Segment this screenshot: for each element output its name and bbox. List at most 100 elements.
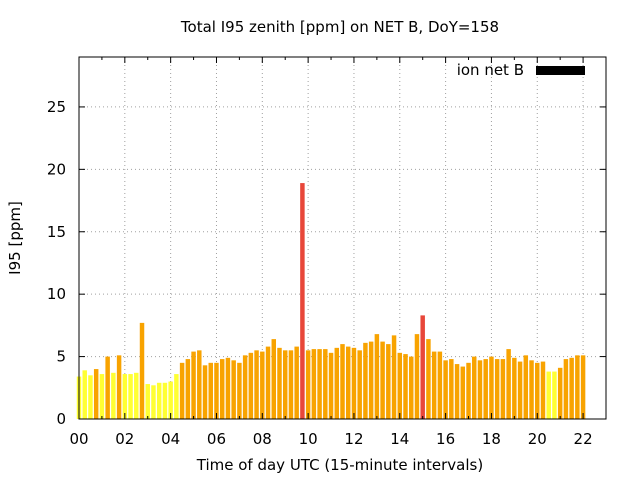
bar xyxy=(105,356,110,419)
bar xyxy=(162,382,168,419)
y-tick-labels: 0 5 10 15 20 25 xyxy=(47,98,66,428)
bar xyxy=(134,372,139,419)
bar xyxy=(454,364,460,419)
bars xyxy=(76,183,586,419)
bar xyxy=(380,341,385,419)
bar xyxy=(185,359,191,419)
bar xyxy=(179,362,185,419)
bar xyxy=(231,360,236,419)
bar xyxy=(386,344,391,419)
bar xyxy=(145,384,150,419)
bar xyxy=(523,355,529,419)
bar xyxy=(363,342,368,419)
x-tick-label: 00 xyxy=(69,430,88,448)
bar xyxy=(443,360,448,419)
bar xyxy=(563,359,569,419)
bar xyxy=(197,350,202,419)
bar xyxy=(191,351,196,419)
x-tick-label: 06 xyxy=(207,430,226,448)
bar xyxy=(397,352,403,419)
bar xyxy=(174,374,179,419)
bar xyxy=(88,375,93,419)
bar xyxy=(483,359,488,419)
bar xyxy=(156,382,162,419)
bar xyxy=(128,374,133,419)
bar xyxy=(99,374,105,419)
bar xyxy=(340,344,345,419)
x-tick-label: 18 xyxy=(482,430,501,448)
bar xyxy=(260,351,265,419)
x-tick-label: 16 xyxy=(436,430,455,448)
bar xyxy=(517,361,523,419)
bar xyxy=(477,360,483,419)
bar xyxy=(334,347,340,419)
bar xyxy=(512,357,517,419)
bar xyxy=(208,362,213,419)
bar xyxy=(311,349,317,419)
bar xyxy=(535,362,540,419)
bar xyxy=(237,362,242,419)
bar xyxy=(414,334,420,419)
y-tick-label: 10 xyxy=(47,285,66,303)
x-tick-label: 20 xyxy=(528,430,547,448)
bar xyxy=(111,372,116,419)
bar xyxy=(116,355,122,419)
x-tick-label: 02 xyxy=(115,430,134,448)
bar xyxy=(294,346,299,419)
y-tick-label: 25 xyxy=(47,98,66,116)
plot-frame xyxy=(78,56,607,420)
bar xyxy=(345,346,351,419)
bar xyxy=(225,357,231,419)
bar xyxy=(426,339,431,419)
bar xyxy=(431,351,437,419)
bar xyxy=(489,356,494,419)
x-tick-label: 10 xyxy=(299,430,318,448)
bar xyxy=(357,350,362,419)
y-tick-label: 0 xyxy=(56,410,66,428)
bar xyxy=(449,359,454,419)
legend: ion net B xyxy=(457,61,585,79)
bar xyxy=(122,374,128,419)
bar xyxy=(529,360,534,419)
bar xyxy=(540,361,546,419)
bar xyxy=(557,367,563,419)
bar xyxy=(500,359,506,419)
bar xyxy=(214,362,219,419)
bar xyxy=(242,355,248,419)
bar xyxy=(248,352,254,419)
bar xyxy=(305,350,311,419)
legend-label: ion net B xyxy=(457,61,524,79)
grid-lines xyxy=(79,57,606,419)
bar xyxy=(82,370,87,419)
y-axis-label: I95 [ppm] xyxy=(6,201,24,275)
bar xyxy=(168,381,173,419)
bar xyxy=(93,369,99,419)
bar xyxy=(323,349,328,419)
bar xyxy=(202,365,208,419)
bar xyxy=(277,347,282,419)
bar xyxy=(403,354,408,419)
bar xyxy=(288,350,294,419)
x-tick-label: 12 xyxy=(344,430,363,448)
x-tick-labels: 00 02 04 06 08 10 12 14 16 18 20 22 xyxy=(69,430,592,448)
bar xyxy=(494,359,500,419)
bar xyxy=(580,355,586,419)
y-tick-label: 20 xyxy=(47,160,66,178)
bar xyxy=(317,349,322,419)
bar xyxy=(368,341,374,419)
bar xyxy=(575,355,580,419)
bar xyxy=(466,362,471,419)
chart-title: Total I95 zenith [ppm] on NET B, DoY=158 xyxy=(180,18,499,36)
bar xyxy=(282,350,288,419)
bar xyxy=(254,350,259,419)
bar xyxy=(300,183,305,419)
bar xyxy=(409,356,414,419)
bar xyxy=(374,334,380,419)
bar xyxy=(391,335,397,419)
x-tick-label: 04 xyxy=(161,430,180,448)
bar xyxy=(271,339,276,419)
bar xyxy=(219,359,225,419)
x-tick-label: 08 xyxy=(253,430,272,448)
y-tick-label: 5 xyxy=(56,348,66,366)
